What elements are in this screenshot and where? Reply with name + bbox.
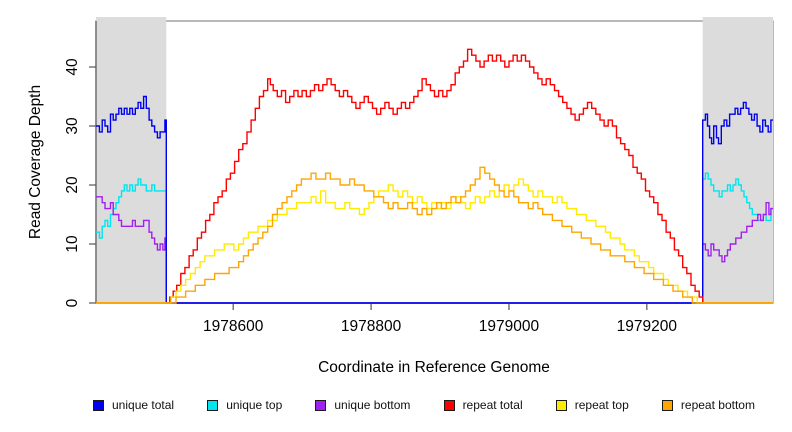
y-tick-label: 0 [64, 298, 81, 307]
shaded-region [96, 17, 167, 303]
series-line-repeat-total [96, 48, 773, 304]
legend-swatch-unique-total [93, 399, 104, 411]
x-axis-title: Coordinate in Reference Genome [318, 359, 550, 376]
legend-item-repeat-top: repeat top [555, 398, 629, 412]
legend-label: repeat total [462, 398, 523, 412]
legend-swatch-repeat-total [443, 399, 455, 411]
x-tick-label: 1978800 [341, 318, 402, 335]
legend-item-unique-total: unique total [93, 399, 174, 411]
plot-layers: 1978600 1978800 1979000 1979200 0 10 20 30 40 [64, 17, 774, 335]
chart-legend: unique total unique top unique bottom repea… [93, 399, 755, 411]
y-tick-label: 10 [64, 235, 81, 253]
legend-swatch-repeat-bottom [661, 399, 673, 411]
legend-item-repeat-total: repeat total [443, 398, 523, 412]
legend-label: unique top [226, 398, 283, 412]
legend-swatch-unique-top [207, 399, 219, 411]
legend-label: repeat bottom [680, 398, 755, 412]
legend-item-unique-top: unique top [207, 399, 282, 411]
series-line-unique-total [96, 95, 773, 304]
x-tick-label: 1979000 [479, 318, 540, 335]
y-tick-label: 20 [64, 176, 81, 194]
legend-label: unique total [112, 398, 175, 412]
legend-swatch-repeat-top [555, 399, 567, 411]
y-tick-label: 40 [64, 58, 81, 76]
legend-label: repeat top [574, 398, 629, 412]
x-tick-label: 1979200 [617, 318, 678, 335]
plot-box [95, 20, 774, 304]
series-line-repeat-bottom [96, 166, 773, 304]
y-axis-title: Read Coverage Depth [27, 85, 44, 239]
legend-label: unique bottom [334, 398, 411, 412]
legend-swatch-unique-bottom [315, 399, 327, 411]
legend-item-unique-bottom: unique bottom [315, 399, 410, 411]
legend-item-repeat-bottom: repeat bottom [661, 398, 755, 412]
x-tick-label: 1978600 [203, 318, 264, 335]
y-tick-label: 30 [64, 117, 81, 135]
shaded-region [702, 17, 773, 303]
